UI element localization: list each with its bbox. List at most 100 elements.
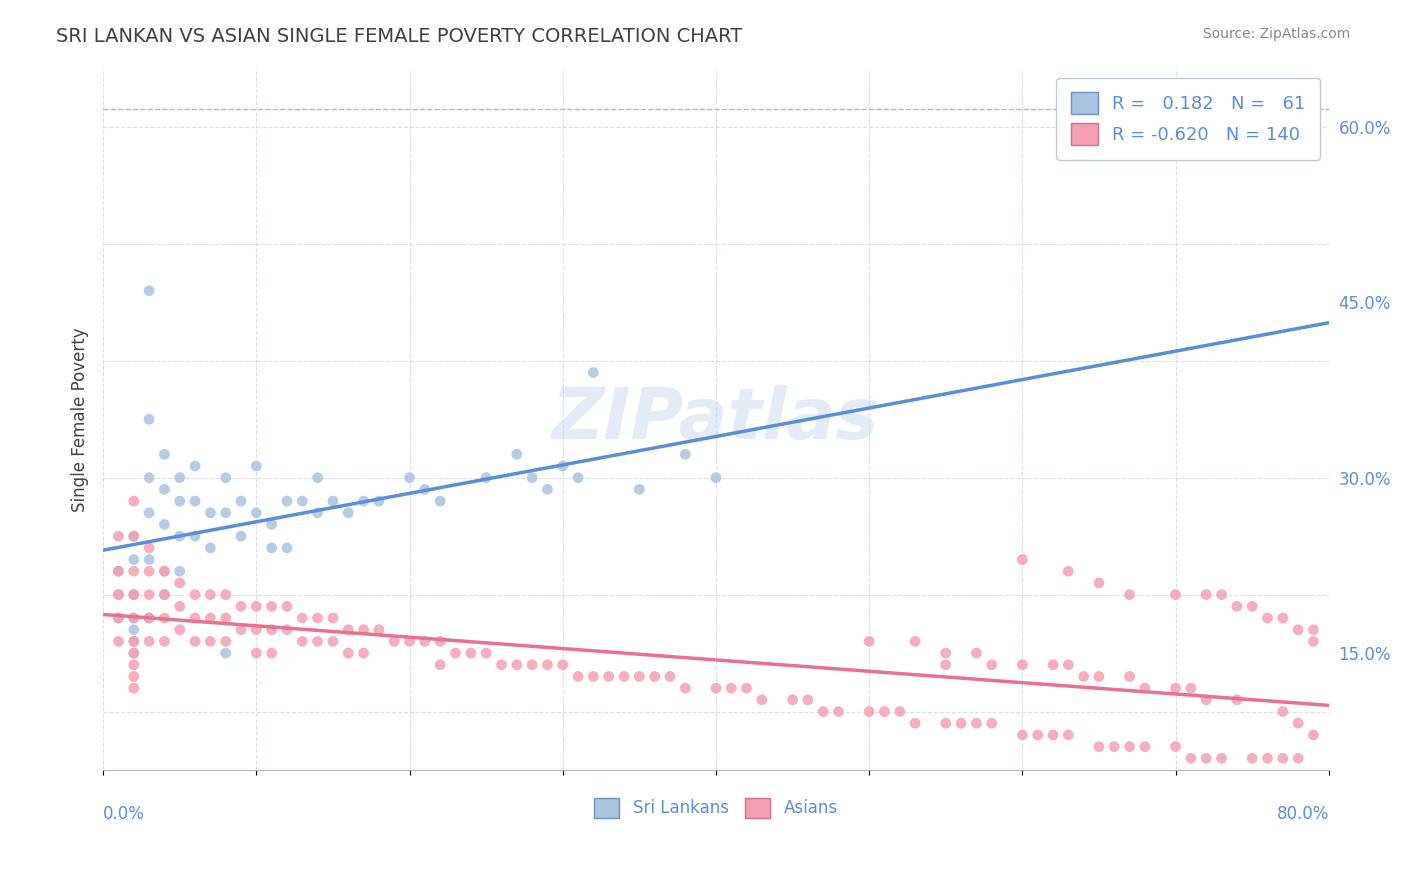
Point [153,517,176,532]
Point [153,588,176,602]
Point [122,634,145,648]
Point [444,646,467,660]
Point [1118,739,1140,754]
Point [122,646,145,660]
Point [367,623,389,637]
Point [122,494,145,508]
Point [1286,716,1309,731]
Point [1256,611,1278,625]
Point [567,669,589,683]
Point [980,716,1002,731]
Point [506,657,529,672]
Point [322,494,344,508]
Point [1042,657,1064,672]
Point [337,646,360,660]
Point [429,657,451,672]
Point [107,611,129,625]
Point [107,529,129,543]
Point [107,588,129,602]
Point [1057,564,1080,578]
Point [138,552,160,566]
Point [1286,751,1309,765]
Point [169,599,191,614]
Point [1057,657,1080,672]
Point [260,541,283,555]
Point [904,716,927,731]
Point [1042,728,1064,742]
Point [122,588,145,602]
Point [704,681,727,695]
Point [229,599,252,614]
Point [1211,751,1233,765]
Point [1286,623,1309,637]
Point [704,471,727,485]
Point [1088,669,1111,683]
Point [200,611,222,625]
Point [276,599,298,614]
Point [184,634,207,648]
Point [1180,751,1202,765]
Point [720,681,742,695]
Point [1195,588,1218,602]
Point [980,657,1002,672]
Point [1241,599,1264,614]
Point [260,646,283,660]
Point [858,705,880,719]
Point [107,634,129,648]
Point [307,471,329,485]
Point [169,623,191,637]
Point [122,564,145,578]
Point [858,634,880,648]
Point [215,471,238,485]
Point [291,611,314,625]
Point [735,681,758,695]
Point [107,588,129,602]
Point [889,705,911,719]
Point [1073,669,1095,683]
Point [797,693,820,707]
Point [184,494,207,508]
Point [122,588,145,602]
Point [169,471,191,485]
Point [215,611,238,625]
Point [1180,681,1202,695]
Point [153,483,176,497]
Point [536,657,558,672]
Point [337,506,360,520]
Point [169,529,191,543]
Point [935,657,957,672]
Point [260,623,283,637]
Point [337,623,360,637]
Point [1271,751,1294,765]
Point [475,471,498,485]
Point [215,646,238,660]
Point [460,646,482,660]
Point [520,657,543,672]
Point [904,634,927,648]
Point [398,471,420,485]
Point [1057,728,1080,742]
Point [122,646,145,660]
Point [245,623,267,637]
Point [827,705,849,719]
Point [153,564,176,578]
Point [673,681,696,695]
Point [153,564,176,578]
Point [520,471,543,485]
Point [260,517,283,532]
Y-axis label: Single Female Poverty: Single Female Poverty [72,327,89,512]
Point [598,669,620,683]
Point [138,284,160,298]
Point [138,471,160,485]
Point [229,529,252,543]
Point [169,494,191,508]
Point [413,483,436,497]
Point [200,634,222,648]
Point [307,506,329,520]
Point [200,541,222,555]
Point [353,623,375,637]
Point [138,588,160,602]
Point [153,611,176,625]
Point [122,681,145,695]
Point [582,366,605,380]
